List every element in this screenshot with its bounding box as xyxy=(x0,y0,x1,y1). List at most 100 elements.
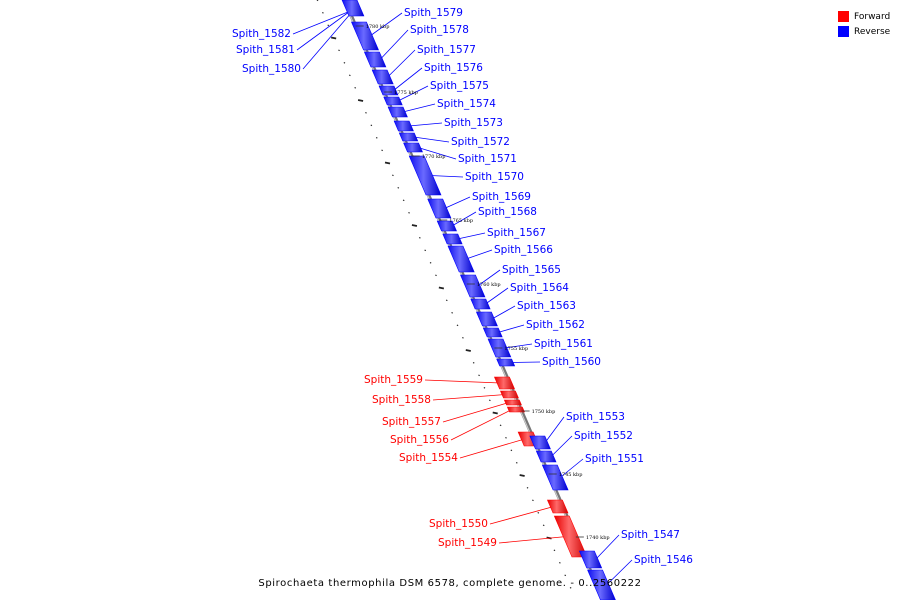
gene-spith-1571[interactable] xyxy=(403,142,423,153)
gene-label-spith-1554[interactable]: Spith_1554 xyxy=(399,452,458,464)
gene-label-spith-1561[interactable]: Spith_1561 xyxy=(534,338,593,350)
gene-spith-1569[interactable] xyxy=(427,198,452,219)
gene-label-spith-1546[interactable]: Spith_1546 xyxy=(634,554,693,566)
gene-spith-1574[interactable] xyxy=(387,106,408,118)
leader-spith-1564 xyxy=(485,287,509,305)
ruler-dot xyxy=(365,111,367,114)
ruler-dot xyxy=(558,561,561,564)
gene-spith-1557[interactable] xyxy=(503,399,522,406)
gene-label-spith-1557[interactable]: Spith_1557 xyxy=(382,416,441,428)
ruler-major-tick xyxy=(438,286,445,290)
gene-spith-1575[interactable] xyxy=(383,96,403,106)
ruler-dot xyxy=(505,436,507,439)
gene-spith-1566[interactable] xyxy=(447,245,475,273)
gene-spith-1576[interactable] xyxy=(378,85,399,96)
gene-label-spith-1552[interactable]: Spith_1552 xyxy=(574,430,633,442)
gene-spith-1565[interactable] xyxy=(460,274,486,298)
gene-label-spith-1550[interactable]: Spith_1550 xyxy=(429,518,488,530)
gene-spith-1563[interactable] xyxy=(475,311,498,327)
ruler-major-tick xyxy=(357,99,364,102)
gene-spith-1560[interactable] xyxy=(496,358,516,367)
gene-spith-1559[interactable] xyxy=(493,376,516,390)
ruler-dot xyxy=(499,424,502,427)
gene-spith-1562[interactable] xyxy=(482,327,503,338)
legend-forward-label: Forward xyxy=(854,11,891,22)
gene-spith-1564[interactable] xyxy=(470,298,491,310)
gene-label-spith-1574[interactable]: Spith_1574 xyxy=(437,98,496,110)
gene-label-spith-1579[interactable]: Spith_1579 xyxy=(404,7,463,19)
gene-label-spith-1580[interactable]: Spith_1580 xyxy=(242,63,301,75)
gene-label-spith-1581[interactable]: Spith_1581 xyxy=(236,44,295,56)
leader-spith-1579 xyxy=(369,12,403,37)
leader-spith-1573 xyxy=(408,122,443,127)
ruler-dot xyxy=(397,186,400,189)
ruler-major-tick xyxy=(411,224,418,227)
gene-label-spith-1582[interactable]: Spith_1582 xyxy=(232,28,291,40)
tick-label: 1765 kbp xyxy=(449,218,473,224)
leader-spith-1560 xyxy=(510,361,541,363)
gene-spith-1567[interactable] xyxy=(442,233,463,245)
gene-label-spith-1575[interactable]: Spith_1575 xyxy=(430,80,489,92)
label-leaders xyxy=(292,5,633,586)
gene-label-spith-1576[interactable]: Spith_1576 xyxy=(424,62,483,74)
gene-spith-1573[interactable] xyxy=(393,120,414,132)
leader-spith-1563 xyxy=(491,305,516,320)
ruler-major-tick xyxy=(519,474,525,477)
ruler-dot xyxy=(478,374,480,377)
ruler-major-tick xyxy=(492,411,498,415)
gene-label-spith-1549[interactable]: Spith_1549 xyxy=(438,537,497,549)
gene-label-spith-1566[interactable]: Spith_1566 xyxy=(494,244,553,256)
ruler-dot xyxy=(488,399,491,402)
legend-forward: Forward xyxy=(838,9,890,24)
gene-spith-1582[interactable] xyxy=(341,0,365,17)
gene-spith-1579[interactable] xyxy=(351,21,379,51)
gene-label-spith-1572[interactable]: Spith_1572 xyxy=(451,136,510,148)
gene-label-spith-1551[interactable]: Spith_1551 xyxy=(585,453,644,465)
gene-label-spith-1560[interactable]: Spith_1560 xyxy=(542,356,601,368)
leader-spith-1566 xyxy=(465,249,493,260)
gene-label-spith-1567[interactable]: Spith_1567 xyxy=(487,227,546,239)
gene-label-spith-1563[interactable]: Spith_1563 xyxy=(517,300,576,312)
gene-label-spith-1558[interactable]: Spith_1558 xyxy=(372,394,431,406)
gene-spith-1553[interactable] xyxy=(529,435,551,450)
leader-spith-1554 xyxy=(459,438,525,459)
gene-spith-1578[interactable] xyxy=(363,51,387,68)
gene-label-spith-1571[interactable]: Spith_1571 xyxy=(458,153,517,165)
tick-label: 1755 kbp xyxy=(504,346,528,352)
gene-spith-1577[interactable] xyxy=(371,69,394,85)
gene-spith-1552[interactable] xyxy=(535,450,557,463)
gene-label-spith-1553[interactable]: Spith_1553 xyxy=(566,411,625,423)
gene-label-spith-1578[interactable]: Spith_1578 xyxy=(410,24,469,36)
gene-label-spith-1573[interactable]: Spith_1573 xyxy=(444,117,503,129)
gene-spith-1556[interactable] xyxy=(506,406,525,413)
ruler-dot xyxy=(392,174,394,177)
leader-spith-1559 xyxy=(424,379,501,384)
gene-label-spith-1547[interactable]: Spith_1547 xyxy=(621,529,680,541)
gene-label-spith-1564[interactable]: Spith_1564 xyxy=(510,282,569,294)
leader-spith-1574 xyxy=(402,103,436,113)
gene-label-spith-1562[interactable]: Spith_1562 xyxy=(526,319,585,331)
gene-label-spith-1568[interactable]: Spith_1568 xyxy=(478,206,537,218)
gene-spith-1572[interactable] xyxy=(398,132,419,142)
leader-spith-1581 xyxy=(296,5,358,51)
gene-spith-1546[interactable] xyxy=(587,569,616,600)
leader-spith-1546 xyxy=(606,559,633,586)
gene-label-spith-1569[interactable]: Spith_1569 xyxy=(472,191,531,203)
gene-spith-1568[interactable] xyxy=(436,220,457,232)
gene-label-spith-1556[interactable]: Spith_1556 xyxy=(390,434,449,446)
gene-label-spith-1577[interactable]: Spith_1577 xyxy=(417,44,476,56)
gene-spith-1558[interactable] xyxy=(499,390,519,399)
ruler-dot xyxy=(316,0,319,2)
gene-label-spith-1565[interactable]: Spith_1565 xyxy=(502,264,561,276)
gene-spith-1551[interactable] xyxy=(541,464,569,491)
ruler-dot xyxy=(553,549,556,552)
legend: Forward Reverse xyxy=(838,9,890,39)
leader-spith-1558 xyxy=(432,394,506,401)
ruler-dot xyxy=(451,311,454,314)
gene-label-spith-1570[interactable]: Spith_1570 xyxy=(465,171,524,183)
gene-spith-1547[interactable] xyxy=(578,550,603,569)
ruler-dot xyxy=(569,586,572,589)
gene-label-spith-1559[interactable]: Spith_1559 xyxy=(364,374,423,386)
gene-spith-1550[interactable] xyxy=(546,499,569,514)
ruler-dot xyxy=(424,249,427,252)
